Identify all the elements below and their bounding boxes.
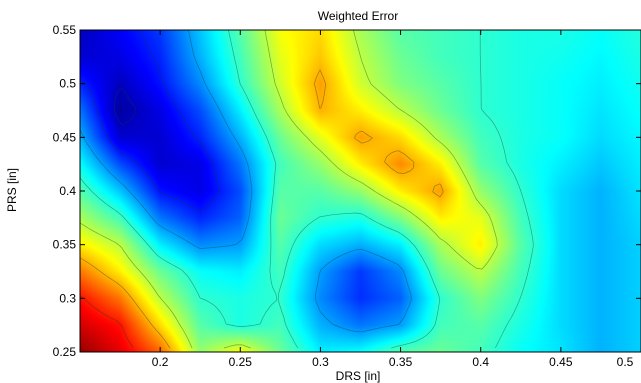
plot-area: [79, 29, 641, 353]
contour-line: [79, 29, 412, 333]
y-tick-label: 0.45: [53, 130, 77, 144]
y-tick-label: 0.4: [59, 184, 76, 198]
y-axis-ticks: 0.25 0.3 0.35 0.4 0.45 0.5 0.55: [53, 23, 641, 359]
y-tick-label: 0.55: [53, 23, 77, 37]
y-tick-label: 0.25: [53, 345, 77, 359]
x-tick-label: 0.2: [152, 355, 169, 369]
x-tick-label: 0.25: [229, 355, 253, 369]
contour-line: [79, 29, 534, 349]
x-tick-label: 0.5: [617, 355, 634, 369]
y-axis-label: PRS [in]: [5, 168, 19, 212]
x-axis-label: DRS [in]: [336, 369, 381, 383]
contour-line: [79, 69, 444, 349]
contour-line: [113, 87, 136, 126]
contour-lines: [79, 29, 534, 349]
chart-title: Weighted Error: [318, 9, 398, 23]
x-tick-label: 0.45: [549, 355, 573, 369]
x-axis-ticks: 0.2 0.25 0.3 0.35 0.4 0.45 0.5: [152, 30, 641, 369]
y-tick-label: 0.5: [59, 77, 76, 91]
x-tick-label: 0.4: [472, 355, 489, 369]
heatmap-image: [80, 30, 641, 352]
y-tick-label: 0.3: [59, 291, 76, 305]
x-tick-label: 0.35: [389, 355, 413, 369]
y-tick-label: 0.35: [53, 238, 77, 252]
contour-line: [79, 29, 498, 349]
x-tick-label: 0.3: [312, 355, 329, 369]
